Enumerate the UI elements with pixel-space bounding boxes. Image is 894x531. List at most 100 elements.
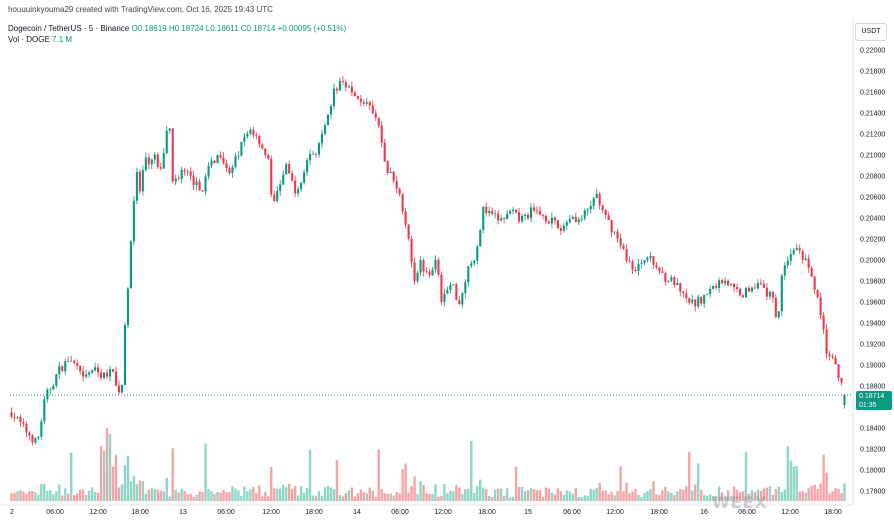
volume-bar — [699, 489, 703, 501]
volume-bar — [783, 489, 786, 501]
volume-bar — [738, 492, 742, 501]
volume-bar — [407, 492, 410, 501]
candle-body — [619, 238, 622, 246]
candle-body — [768, 291, 771, 297]
volume-bar — [759, 491, 763, 501]
volume-bar — [189, 493, 192, 501]
candle-body — [479, 229, 482, 247]
volume-bar — [416, 494, 419, 501]
volume-bar — [314, 495, 318, 501]
candle-body — [371, 105, 374, 114]
volume-bar — [102, 450, 106, 501]
volume-bar — [768, 485, 772, 501]
volume-legend[interactable]: Vol · DOGE 7.1 M — [8, 35, 72, 44]
candle-body — [303, 172, 306, 183]
volume-bar — [320, 495, 324, 501]
volume-bar — [493, 489, 497, 501]
volume-bar — [499, 488, 503, 501]
volume-bar — [120, 484, 124, 501]
volume-bar — [741, 491, 745, 501]
volume-bar — [171, 448, 174, 501]
candle-body — [625, 249, 628, 261]
volume-bar — [284, 486, 288, 501]
volume-bar — [834, 488, 837, 501]
volume-bar — [786, 446, 789, 501]
candle-body — [273, 194, 276, 202]
price-axis[interactable]: 0.22000 0.21800 0.21600 0.21400 0.21200 0.210… — [860, 48, 885, 496]
volume-bar — [261, 496, 264, 501]
candle-body — [455, 284, 458, 301]
candle-body — [825, 329, 828, 355]
volume-bar — [816, 488, 819, 501]
candle-body — [40, 421, 43, 437]
candles — [10, 75, 846, 446]
candle-body — [156, 154, 159, 167]
volume-bar — [568, 491, 572, 501]
volume-bar — [255, 492, 258, 501]
candle-body — [365, 102, 368, 104]
volume-bar — [93, 491, 97, 501]
candle-body — [452, 284, 455, 286]
candle-body — [237, 155, 240, 157]
volume-bar — [762, 488, 766, 501]
ohlc-values: O0.18619 H0.18724 L0.18611 C0.18714 +0.0… — [131, 24, 347, 33]
candle-body — [88, 372, 91, 375]
candle-body — [10, 412, 13, 417]
candle-body — [541, 214, 544, 216]
volume-bar — [502, 495, 506, 501]
volume-bar — [756, 489, 760, 501]
volume-bar — [258, 485, 261, 501]
candle-body — [840, 377, 843, 383]
volume-bar — [231, 486, 234, 501]
candle-body — [777, 311, 780, 317]
volume-bar — [219, 492, 222, 501]
volume-bar — [691, 490, 694, 501]
volume-bar — [604, 490, 607, 501]
candle-body — [535, 210, 539, 212]
volume-bar — [174, 489, 177, 501]
candle-body — [446, 289, 449, 294]
volume-bar — [344, 493, 348, 501]
candle-body — [655, 264, 658, 268]
volume-bar — [419, 481, 422, 501]
symbol-legend[interactable]: Dogecoin / TetherUS · 5 · Binance O0.186… — [8, 24, 346, 33]
volume-bar — [825, 472, 828, 501]
candle-body — [434, 259, 437, 270]
volume-bar — [607, 494, 610, 501]
candle-body — [94, 367, 97, 371]
candle-body — [473, 260, 476, 264]
volume-label[interactable]: Vol · DOGE — [8, 35, 50, 44]
candle-body — [589, 205, 592, 210]
symbol-name[interactable]: Dogecoin / TetherUS · 5 · Binance — [8, 24, 130, 33]
volume-bar — [341, 496, 345, 501]
candle-body — [765, 287, 768, 297]
volume-bar — [338, 494, 342, 501]
volume-bar — [281, 484, 285, 501]
candle-body — [523, 214, 527, 216]
candle-body — [55, 374, 58, 386]
candle-body — [359, 98, 362, 103]
volume-bar — [111, 466, 115, 501]
volume-bar — [601, 491, 604, 501]
time-axis[interactable]: 2 06:00 12:00 18:00 13 06:00 12:00 18:00 14 06:00… — [10, 509, 842, 516]
volume-bar — [19, 490, 22, 501]
volume-bar — [619, 466, 622, 501]
candle-body — [837, 364, 840, 378]
volume-bar — [356, 493, 360, 501]
currency-unit-button[interactable]: USDT — [855, 23, 887, 41]
volume-bar — [422, 484, 425, 501]
volume-bar — [276, 488, 279, 501]
volume-bar — [705, 495, 709, 501]
volume-bar — [58, 484, 61, 501]
volume-bar — [353, 496, 357, 501]
volume-bar — [141, 481, 145, 501]
volume-bar — [228, 491, 231, 501]
candle-body — [25, 423, 28, 433]
candle-body — [580, 218, 583, 220]
volume-bar — [180, 488, 183, 501]
volume-bar — [556, 488, 560, 501]
candle-body — [64, 361, 67, 372]
candle-body — [526, 214, 530, 219]
